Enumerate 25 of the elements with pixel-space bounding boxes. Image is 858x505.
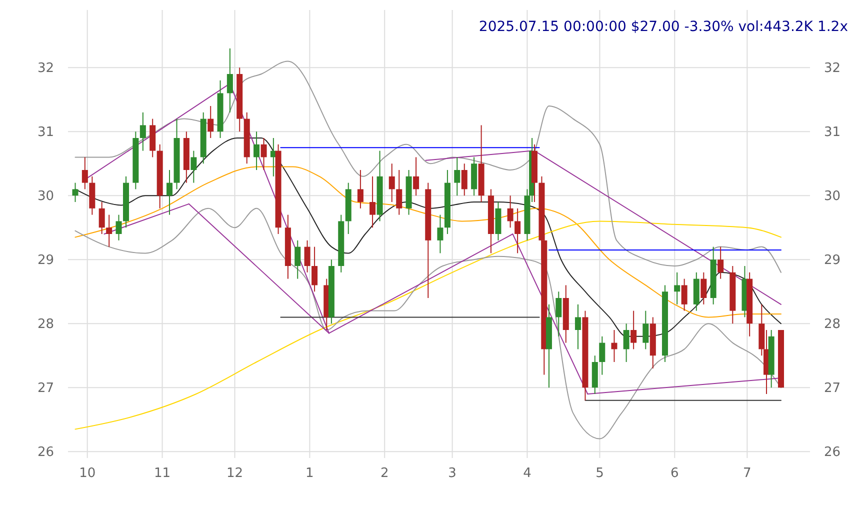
y-tick-label: 28 — [37, 316, 54, 332]
y-tick-label: 30 — [37, 188, 54, 204]
x-tick-label: 7 — [743, 466, 752, 482]
y-tick-label: 26 — [37, 444, 54, 460]
x-tick-label: 2 — [380, 466, 389, 482]
x-tick-label: 1 — [306, 466, 314, 482]
x-tick-label: 10 — [79, 466, 96, 482]
y2-tick-label: 26 — [824, 444, 841, 460]
x-tick-label: 5 — [596, 466, 604, 482]
y2-tick-label: 31 — [824, 124, 841, 140]
y-tick-label: 29 — [37, 252, 54, 268]
y2-tick-label: 30 — [824, 188, 841, 204]
y-tick-label: 27 — [37, 380, 54, 396]
y2-tick-label: 29 — [824, 252, 841, 268]
x-tick-label: 6 — [670, 466, 679, 482]
text: 2025.07.15 00:00:00 $27.00 -3.30% vol:443.2K 1.2x — [478, 19, 848, 35]
y2-tick-label: 27 — [824, 380, 841, 396]
y2-tick-label: 32 — [824, 60, 841, 76]
x-tick-label: 11 — [154, 466, 171, 482]
x-tick-label: 12 — [226, 466, 244, 482]
y2-tick-label: 28 — [824, 316, 841, 332]
x-tick-label: 4 — [523, 466, 532, 482]
x-tick-label: 3 — [448, 466, 456, 482]
y-tick-label: 32 — [37, 60, 54, 76]
y-tick-label: 31 — [37, 124, 54, 140]
